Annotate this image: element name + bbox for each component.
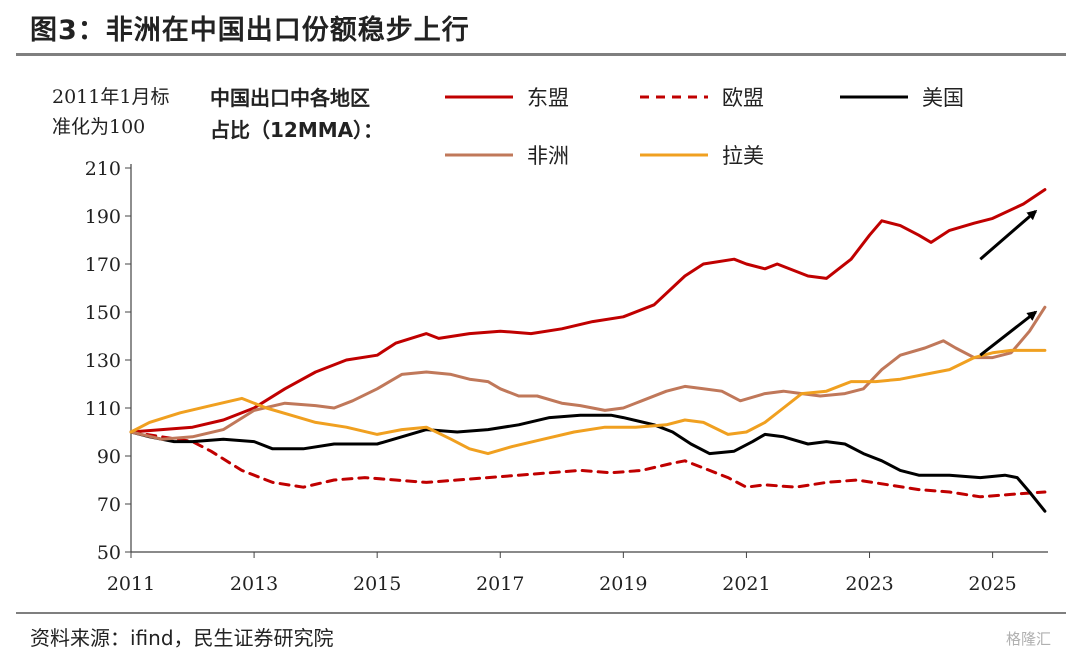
legend-label-0: 东盟 [527,86,569,110]
trend-arrows [979,209,1038,357]
trend-arrow-1 [979,310,1038,357]
x-tick-label: 2017 [476,573,524,595]
chart-axes: 50 70 90 110 130 150 170 190 210 2011 2013 2015 2017… [85,158,1048,595]
x-tick-label: 2021 [722,573,770,595]
series-line-1 [129,430,1047,499]
series-line-3 [129,305,1047,441]
y-axis-unit: 2011年1月标 准化为100 [52,82,202,142]
legend-label-4: 拉美 [722,144,764,168]
unit-line-2: 准化为100 [52,116,146,138]
y-tick-label: 190 [85,206,121,228]
chart-subtitle: 中国出口中各地区 占比（12MMA）： [210,82,440,146]
watermark: 格隆汇 [1006,630,1052,648]
y-tick-label: 90 [97,446,121,468]
trend-arrow-0 [979,209,1038,261]
series-line-0 [129,188,1047,434]
y-tick-label: 210 [85,158,121,180]
legend-label-1: 欧盟 [722,86,764,110]
series-line-4 [129,348,1047,456]
unit-line-1: 2011年1月标 [52,86,170,108]
y-tick-label: 150 [85,302,121,324]
source-note: 资料来源：ifind，民生证券研究院 [30,626,334,650]
footer-divider [16,612,1066,614]
title-divider [16,53,1066,56]
x-tick-label: 2023 [845,573,893,595]
page-title: 图3：非洲在中国出口份额稳步上行 [30,15,470,46]
x-tick-label: 2013 [230,573,278,595]
x-tick-label: 2025 [968,573,1016,595]
x-tick-label: 2019 [599,573,647,595]
legend-label-2: 美国 [922,86,964,110]
y-tick-label: 110 [85,398,121,420]
y-tick-label: 70 [97,494,121,516]
legend-label-3: 非洲 [527,144,569,168]
x-tick-label: 2011 [107,573,155,595]
y-tick-label: 130 [85,350,121,372]
subtitle-line-1: 中国出口中各地区 [210,86,370,110]
y-tick-label: 170 [85,254,121,276]
y-tick-label: 50 [97,542,121,564]
subtitle-line-2: 占比（12MMA）： [210,118,384,142]
chart-series [129,188,1047,513]
x-tick-label: 2015 [353,573,401,595]
